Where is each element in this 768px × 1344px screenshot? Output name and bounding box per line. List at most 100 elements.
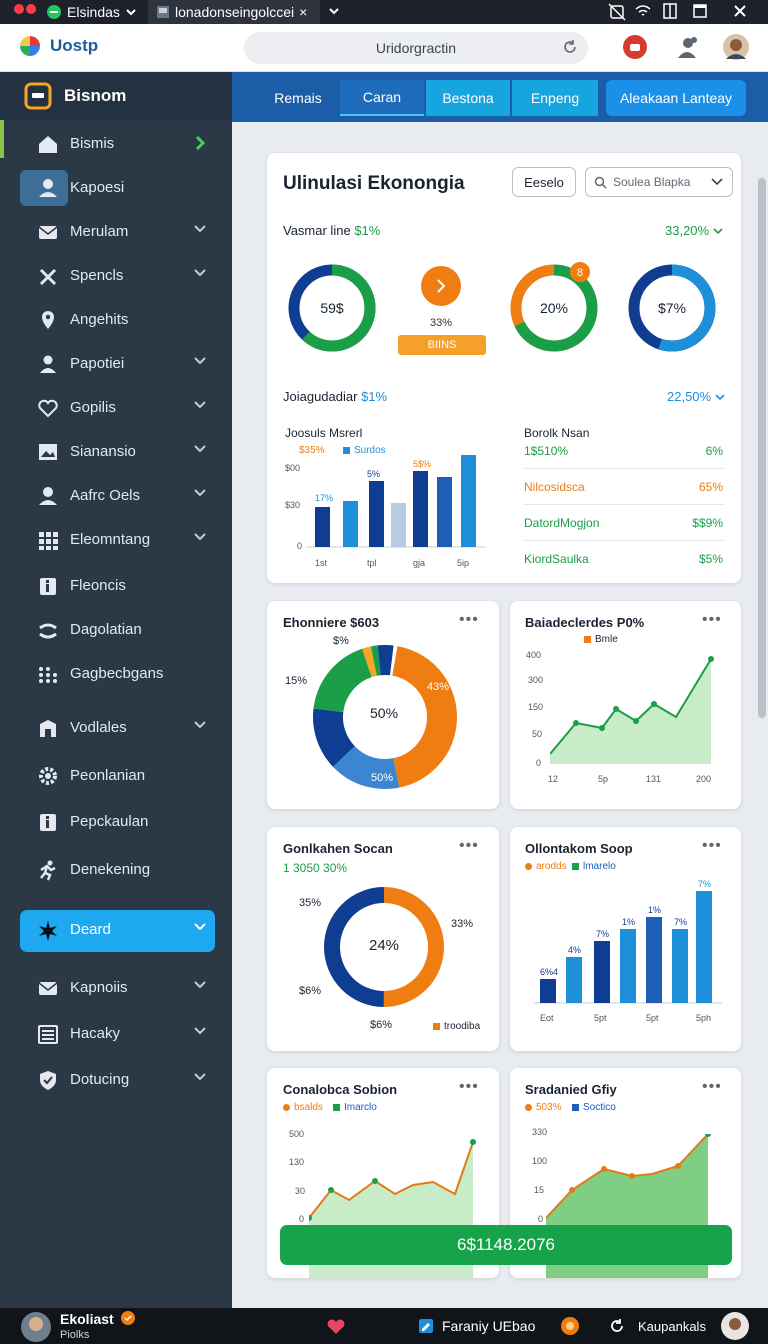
sidebar-item-sianansio[interactable]: Sianansio: [0, 432, 232, 472]
tab-active[interactable]: lonadonseingolccei ×: [148, 0, 320, 24]
legend-swatch: [343, 447, 350, 454]
chevron-down-icon[interactable]: [328, 8, 340, 16]
legend-item: Bmle: [584, 634, 618, 645]
sidebar-item-eleomntang[interactable]: Eleomntang: [0, 520, 232, 560]
bar-label: 17%: [315, 493, 334, 503]
sidebar-item-label: Hacaky: [70, 1025, 121, 1042]
app-logo[interactable]: Uostp: [18, 34, 98, 58]
app-name: Uostp: [50, 36, 99, 55]
sidebar-item-gagbecbgans[interactable]: Gagbecbgans: [0, 654, 232, 694]
legend-label: Bmle: [595, 634, 618, 645]
gauge-button[interactable]: BIINS: [398, 335, 486, 355]
donut-label: 43%: [427, 681, 450, 693]
avatar[interactable]: [720, 1311, 750, 1341]
tab-close-button[interactable]: ×: [299, 4, 308, 20]
tab-first[interactable]: Elsindas: [46, 0, 137, 24]
sidebar-item-angehits[interactable]: Angehits: [0, 300, 232, 340]
area-fill: [550, 659, 711, 764]
tab-caran[interactable]: Caran: [340, 80, 424, 116]
sidebar-brand[interactable]: Bisnom: [0, 72, 232, 120]
chevron-down-icon[interactable]: [125, 8, 137, 16]
x-tick: 200: [696, 774, 712, 784]
heart-icon: [37, 398, 59, 418]
window-controls-icon[interactable]: [14, 3, 36, 15]
close-icon[interactable]: [732, 3, 748, 19]
sidebar-item-fleoncis[interactable]: Fleoncis: [0, 566, 232, 606]
tab-enpeng[interactable]: Enpeng: [512, 80, 598, 116]
sidebar-item-pepckaulan[interactable]: Pepckaulan: [0, 802, 232, 842]
sidebar-item-dotucing[interactable]: Dotucing: [0, 1060, 232, 1100]
sidebar-item-label: Aafrc Oels: [70, 487, 141, 504]
donut-label: 35%: [299, 897, 322, 909]
list-icon: [37, 1024, 59, 1044]
window-icon[interactable]: [662, 3, 678, 19]
sidebar-item-vodlales[interactable]: Vodlales: [0, 708, 232, 748]
main-scrollbar[interactable]: [758, 178, 766, 718]
filter-button[interactable]: Eeselo: [512, 167, 576, 197]
sidebar-item-denekening[interactable]: Denekening: [0, 850, 232, 890]
user-name: Ekoliast: [60, 1311, 114, 1327]
user-avatar[interactable]: [20, 1310, 52, 1344]
sidebar-item-peonlanian[interactable]: Peonlanian: [0, 756, 232, 796]
taskbar: Ekoliast Piolks Faraniy UEbao Kaupankals: [0, 1308, 768, 1344]
tab-remais[interactable]: Remais: [252, 80, 344, 116]
more-menu-icon[interactable]: •••: [702, 837, 722, 854]
taskbar-center-text: Faraniy UEbao: [442, 1318, 536, 1334]
donut-card: Ehonniere $603 ••• 50% 15% $% 43% 50%: [267, 601, 499, 809]
donut-label: 50%: [371, 772, 394, 784]
reload-icon[interactable]: [562, 39, 578, 55]
more-menu-icon[interactable]: •••: [459, 1078, 479, 1095]
sidebar-item-papotiei[interactable]: Papotiei: [0, 344, 232, 384]
avatar[interactable]: [722, 33, 750, 61]
link-icon: [37, 620, 59, 640]
active-indicator: [0, 120, 4, 158]
stat-value: $5%: [698, 552, 723, 566]
x-tick: 1st: [315, 558, 328, 568]
data-point: [675, 1163, 681, 1169]
sidebar-item-spencls[interactable]: Spencls: [0, 256, 232, 296]
search-select[interactable]: Soulea Blapka: [585, 167, 733, 197]
sidebar-item-merulam[interactable]: Merulam: [0, 212, 232, 252]
sidebar-item-gopilis[interactable]: Gopilis: [0, 388, 232, 428]
edit-icon[interactable]: [418, 1318, 434, 1334]
shield-alert-icon[interactable]: [622, 34, 648, 60]
profiles-icon[interactable]: [674, 34, 700, 60]
sidebar-item-aafrc-oels[interactable]: Aafrc Oels: [0, 476, 232, 516]
section-right-text: 22,50%: [667, 389, 712, 404]
refresh-icon[interactable]: [608, 1317, 626, 1335]
gauge-button-label: BIINS: [427, 339, 457, 351]
data-point: [372, 1178, 378, 1184]
donut-label: $6%: [370, 1019, 393, 1031]
chevron-down-icon: [193, 445, 207, 454]
stat-label: KiordSaulka: [524, 552, 589, 566]
coin-icon[interactable]: [560, 1316, 580, 1336]
legend-item: Soctico: [572, 1102, 616, 1113]
legend-label: Surdos: [354, 445, 386, 456]
search-icon: [594, 176, 607, 189]
more-menu-icon[interactable]: •••: [702, 1078, 722, 1095]
tab-bestona[interactable]: Bestona: [426, 80, 510, 116]
sidebar-item-kapoesi[interactable]: Kapoesi: [0, 168, 232, 208]
total-button[interactable]: 6$1148.2076: [280, 1225, 732, 1265]
url-field[interactable]: Uridorgractin: [244, 32, 588, 64]
sidebar-item-label: Pepckaulan: [70, 813, 149, 830]
cast-icon[interactable]: [608, 3, 626, 21]
sidebar-item-bismis[interactable]: Bismis: [0, 124, 232, 164]
notification-badge-icon[interactable]: [120, 1310, 136, 1326]
sidebar-item-kapnoiis[interactable]: Kapnoiis: [0, 968, 232, 1008]
more-menu-icon[interactable]: •••: [702, 611, 722, 628]
tab-aleakaan[interactable]: Aleakaan Lanteay: [606, 80, 746, 116]
donut-label: $%: [333, 635, 349, 647]
sidebar-item-dagolatian[interactable]: Dagolatian: [0, 610, 232, 650]
sidebar-item-deard[interactable]: Deard: [0, 910, 232, 952]
data-point: [613, 706, 619, 712]
more-menu-icon[interactable]: •••: [459, 837, 479, 854]
donut-segment: [313, 645, 457, 789]
chevron-down-icon: [711, 178, 723, 186]
more-menu-icon[interactable]: •••: [459, 611, 479, 628]
sidebar-item-label: Merulam: [70, 223, 129, 240]
maximize-icon[interactable]: [692, 3, 708, 19]
url-text: Uridorgractin: [375, 40, 457, 56]
heart-icon[interactable]: [326, 1317, 346, 1337]
sidebar-item-hacaky[interactable]: Hacaky: [0, 1014, 232, 1054]
